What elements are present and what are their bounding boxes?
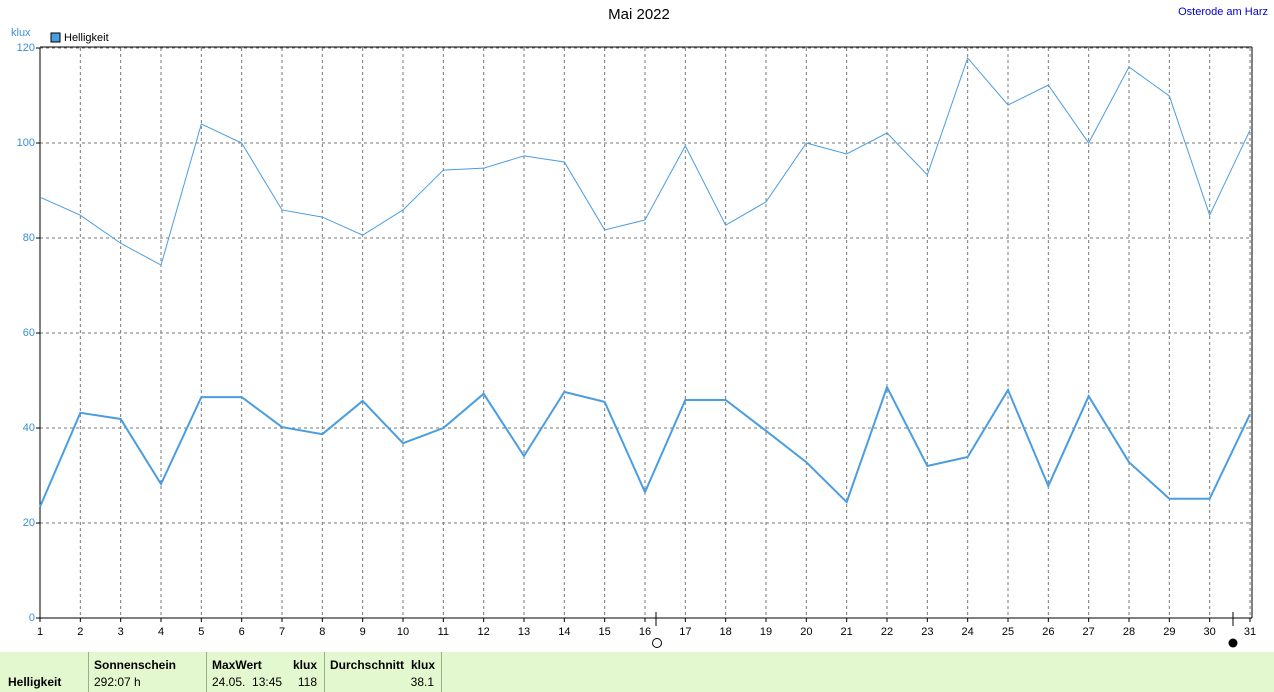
x-tick-label: 14: [558, 626, 570, 638]
y-tick-label: 120: [17, 42, 35, 54]
y-tick-label: 60: [23, 327, 35, 339]
location: Osterode am Harz: [1178, 6, 1268, 18]
legend-swatch: [50, 32, 61, 43]
x-tick-label: 21: [841, 626, 853, 638]
moon-icon: [1228, 638, 1238, 648]
header: Sonnenschein: [94, 658, 177, 672]
separator: [441, 652, 442, 692]
x-tick-label: 17: [679, 626, 691, 638]
footer: Helligkeit Sonnenschein 292:07 h MaxWert…: [0, 652, 1274, 692]
header: Durchschnitt: [330, 658, 405, 672]
x-tick-label: 4: [158, 626, 164, 638]
x-tick-label: 9: [360, 626, 366, 638]
x-tick-label: 22: [881, 626, 893, 638]
x-tick-label: 18: [720, 626, 732, 638]
chart: Mai 2022 Osterode am Harz klux Helligkei…: [11, 6, 1268, 648]
separator: [324, 652, 325, 692]
x-tick-label: 20: [800, 626, 812, 638]
x-tick-label: 27: [1083, 626, 1095, 638]
x-tick-label: 13: [518, 626, 530, 638]
chart-title: Mai 2022: [608, 6, 670, 23]
x-tick-label: 10: [397, 626, 409, 638]
value: 38.1: [410, 675, 434, 689]
y-tick-label: 0: [29, 612, 35, 624]
x-tick-label: 23: [921, 626, 933, 638]
x-tick-label: 29: [1163, 626, 1175, 638]
y-tick-label: 40: [23, 422, 35, 434]
y-tick-label: 80: [23, 232, 35, 244]
x-tick-label: 31: [1244, 626, 1256, 638]
y-tick-label: 100: [17, 137, 35, 149]
x-tick-label: 12: [478, 626, 490, 638]
x-tick-label: 24: [962, 626, 974, 638]
header: MaxWert: [212, 658, 262, 672]
x-tick-label: 3: [118, 626, 124, 638]
unit: klux: [293, 658, 318, 672]
x-tick-label: 1: [37, 626, 43, 638]
legend-label: Helligkeit: [64, 32, 109, 44]
value: 24.05. 13:45: [212, 675, 283, 689]
x-tick-label: 26: [1042, 626, 1054, 638]
value: 118: [297, 675, 317, 689]
x-tick-label: 11: [438, 626, 449, 638]
x-tick-label: 28: [1123, 626, 1135, 638]
separator: [88, 652, 89, 692]
value: 292:07 h: [94, 675, 141, 689]
x-tick-label: 7: [279, 626, 285, 638]
y-unit: klux: [11, 27, 31, 39]
x-tick-label: 16: [639, 626, 651, 638]
series-line: [39, 384, 1251, 508]
x-tick-label: 8: [319, 626, 325, 638]
series-line: [39, 56, 1251, 266]
separator: [206, 652, 207, 692]
unit: klux: [411, 658, 436, 672]
x-tick-label: 30: [1204, 626, 1216, 638]
row-label: Helligkeit: [8, 675, 62, 689]
x-tick-label: 6: [239, 626, 245, 638]
y-tick-label: 20: [23, 517, 35, 529]
x-tick-label: 5: [198, 626, 204, 638]
x-tick-label: 2: [77, 626, 83, 638]
x-tick-label: 15: [599, 626, 611, 638]
x-tick-label: 19: [760, 626, 772, 638]
x-tick-label: 25: [1002, 626, 1014, 638]
moon-icon: [652, 638, 662, 648]
